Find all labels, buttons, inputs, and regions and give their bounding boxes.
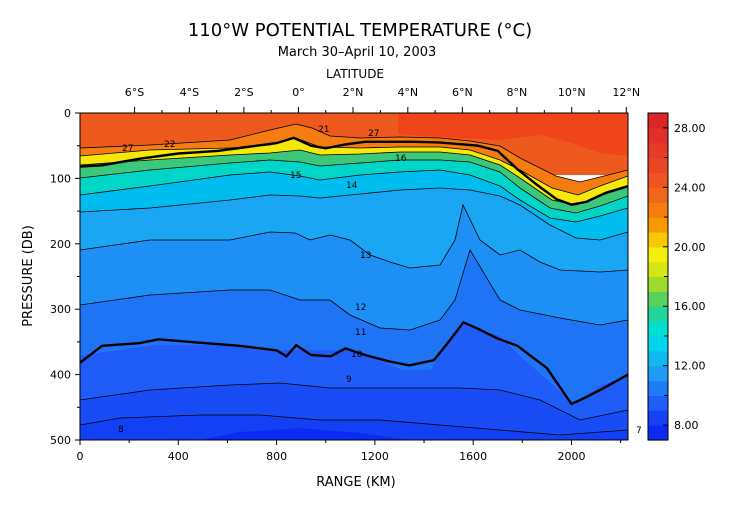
chart-title: 110°W POTENTIAL TEMPERATURE (°C) [188, 20, 532, 41]
contour-label: 22 [164, 140, 175, 150]
latitude-tick-label: 4°N [397, 86, 418, 99]
contour-label: 9 [346, 375, 352, 385]
isotherm-16 [80, 159, 628, 214]
band-11 [80, 250, 628, 405]
colorbar-swatch [648, 306, 668, 322]
contour-label: 15 [290, 171, 301, 181]
colorbar-swatch [648, 380, 668, 397]
colorbar-swatch [648, 350, 668, 367]
band-teal [80, 160, 628, 222]
latitude-tick-label: 6°N [452, 86, 473, 99]
colorbar-swatch [648, 142, 668, 159]
isotherm-10-thick [80, 320, 628, 406]
temperature-field [80, 113, 628, 440]
x-axis: 0 400 800 1200 1600 2000 [77, 440, 622, 463]
colorbar-swatch [648, 217, 668, 233]
latitude-tick-label: 10°N [558, 86, 586, 99]
y-tick-label: 300 [50, 303, 71, 316]
colorbar-swatch [648, 202, 668, 218]
latitude-tick-label: 2°S [234, 86, 253, 99]
colorbar-swatch [648, 246, 668, 263]
contour-label: 14 [346, 181, 358, 191]
colorbar-tick-label: 20.00 [674, 241, 706, 254]
y-tick-label: 500 [50, 434, 71, 447]
band-14 [80, 170, 628, 240]
contour-label: 12 [355, 303, 366, 313]
y-tick-label: 100 [50, 172, 71, 185]
contour-label: 11 [355, 328, 366, 338]
colorbar-swatch [648, 172, 668, 188]
y-axis: 0 100 200 300 400 500 [50, 107, 80, 447]
isotherm-13 [80, 187, 628, 241]
colorbar-tick-label: 12.00 [674, 360, 706, 373]
latitude-tick-label: 6°S [125, 86, 144, 99]
colorbar-swatch [648, 335, 668, 352]
y-tick-label: 200 [50, 238, 71, 251]
band-12 [80, 205, 628, 330]
colorbar-swatch [648, 365, 668, 382]
colorbar-tick-label: 24.00 [674, 181, 706, 194]
chart-subtitle: March 30–April 10, 2003 [278, 45, 437, 60]
colorbar-swatch [648, 291, 668, 307]
isotherm-27 [80, 123, 628, 183]
contour-label: 21 [318, 125, 329, 135]
colorbar-tick-label: 16.00 [674, 300, 706, 313]
latitude-axis-label: LATITUDE [326, 67, 384, 81]
contour-label: 7 [636, 426, 642, 436]
colorbar-swatch [648, 425, 668, 441]
band-yellow [80, 138, 628, 205]
latitude-axis: 6°S 4°S 2°S 0° 2°N 4°N 6°N 8°N 10°N 12°N [125, 86, 640, 113]
x-axis-label: RANGE (KM) [316, 475, 395, 490]
contour-label: 27 [368, 129, 379, 139]
colorbar-swatch [648, 187, 668, 203]
x-tick-label: 800 [266, 450, 287, 463]
band-13 [80, 188, 628, 272]
x-tick-label: 2000 [557, 450, 585, 463]
colorbar-swatch [648, 276, 668, 292]
colorbar-swatch [648, 321, 668, 337]
latitude-tick-label: 12°N [612, 86, 640, 99]
colorbar-swatch [648, 261, 668, 278]
band-26 [80, 124, 628, 195]
colorbar-swatch [648, 113, 668, 129]
contour-labels: 27 27 22 21 16 15 14 13 12 11 10 9 8 7 [118, 125, 642, 436]
y-axis-label: PRESSURE (DB) [21, 225, 36, 327]
latitude-tick-label: 0° [292, 86, 305, 99]
x-tick-label: 0 [77, 450, 84, 463]
band-7 [200, 428, 410, 440]
contour-label: 10 [351, 350, 363, 360]
contour-label: 8 [118, 425, 124, 435]
contour-label: 27 [122, 144, 133, 154]
x-tick-label: 400 [168, 450, 189, 463]
contour-label: 13 [360, 251, 371, 261]
colorbar-swatch [648, 231, 668, 248]
x-tick-label: 1200 [361, 450, 389, 463]
band-8 [80, 415, 628, 440]
isotherm-12 [80, 203, 628, 273]
isotherm-11 [80, 249, 628, 331]
isotherm-14 [80, 169, 628, 223]
thick-isotherms [80, 136, 628, 406]
x-tick-label: 1600 [459, 450, 487, 463]
y-tick-label: 0 [64, 107, 71, 120]
isotherm-9 [80, 382, 628, 421]
band-hottest [398, 113, 628, 156]
colorbar-tick-label: 8.00 [674, 419, 699, 432]
colorbar: 8.00 12.00 16.00 20.00 24.00 28.00 [647, 112, 706, 441]
colorbar-swatch [648, 410, 668, 426]
contour-label: 16 [395, 154, 407, 164]
band-green [80, 150, 628, 213]
colorbar-tick-label: 28.00 [674, 122, 706, 135]
y-tick-label: 400 [50, 369, 71, 382]
colorbar-swatch [648, 127, 668, 144]
latitude-tick-label: 4°S [180, 86, 199, 99]
isotherm-8 [80, 414, 628, 436]
isotherm-20-thick [80, 136, 628, 206]
colorbar-swatch [648, 395, 668, 411]
latitude-tick-label: 2°N [343, 86, 364, 99]
colorbar-swatch [648, 157, 668, 174]
latitude-tick-label: 8°N [507, 86, 528, 99]
